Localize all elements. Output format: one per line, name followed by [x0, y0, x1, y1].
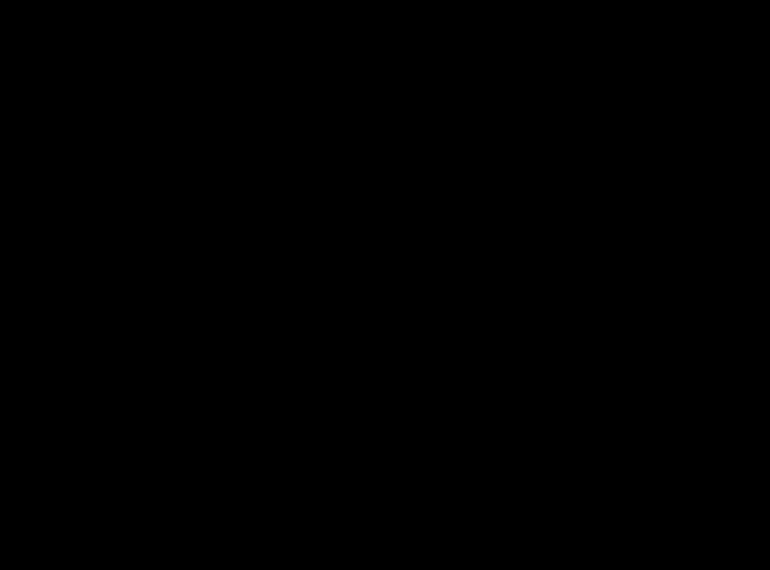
blank-screen: [0, 0, 770, 570]
